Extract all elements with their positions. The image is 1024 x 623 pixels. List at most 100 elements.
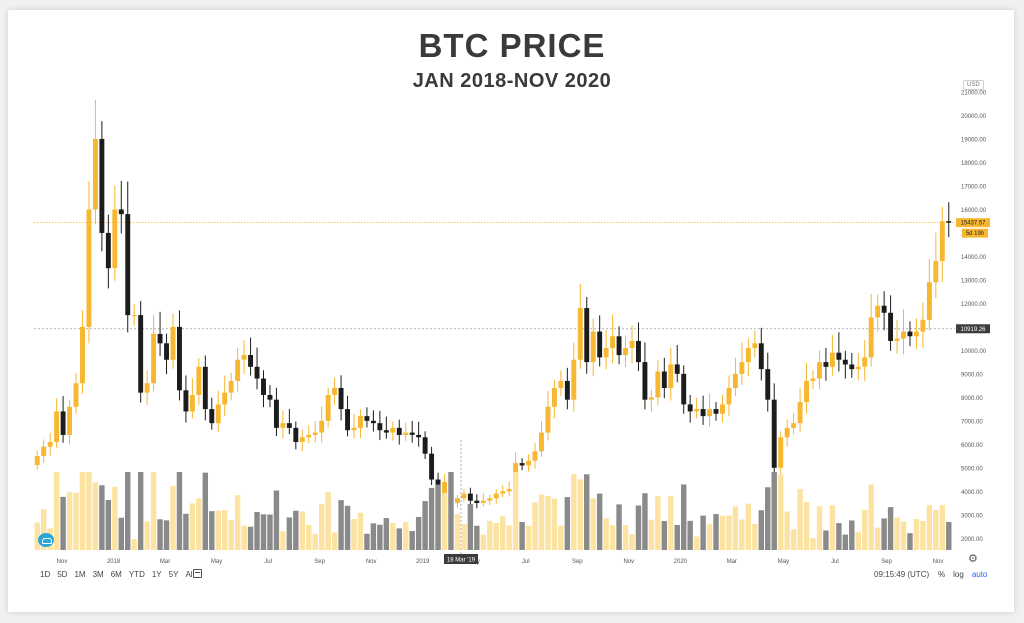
volume-bar [551,498,558,550]
candle-body [345,409,350,431]
candle-body [584,308,590,363]
volume-bar [584,474,590,550]
candle-body [939,221,945,262]
volume-bar [771,472,777,550]
candle-body [571,359,577,400]
volume-bar [933,509,939,550]
volume-bar [939,504,946,550]
range-1m-button[interactable]: 1M [74,570,86,579]
candle-body [306,434,312,438]
candle-body [784,427,790,438]
candle-body [829,352,835,367]
candle-body [745,348,751,363]
y-tick-label: 3000.00 [961,513,983,519]
volume-bar [765,487,771,550]
candle-body [623,348,628,356]
range-all-button[interactable]: All [185,570,195,579]
x-tick-label: Nov [623,559,634,565]
range-5y-button[interactable]: 5Y [168,570,179,579]
candle-body [648,397,654,400]
y-tick-label: 4000.00 [961,490,983,496]
candle-body [454,498,460,504]
candle-body [913,331,919,337]
candle-body [396,427,402,435]
volume-bar [693,536,700,550]
currency-badge[interactable]: USD [963,80,984,90]
calendar-icon[interactable] [193,569,202,578]
volume-bar [131,539,137,550]
candle-body [655,371,661,398]
volume-bar [538,494,545,550]
range-ytd-button[interactable]: YTD [128,570,145,579]
volume-bar [603,518,609,550]
volume-bar [726,515,732,550]
volume-bar [706,524,713,550]
y-tick-label: 16000.00 [961,208,987,214]
candle-body [758,343,764,370]
volume-bar [92,482,99,550]
volume-bar [435,484,441,550]
volume-bar [428,487,435,550]
volume-bar [157,519,163,550]
volume-bar [474,525,480,550]
candle-body [403,432,409,435]
candle-body [144,383,150,393]
volume-bar [299,511,306,550]
y-tick-label: 6000.00 [961,443,983,449]
candle-body [590,331,596,363]
candle-body [907,331,913,337]
volume-bar [293,510,299,550]
volume-bar [415,516,422,550]
volume-bar [493,522,499,550]
candle-body [888,312,894,341]
candle-body [551,387,557,407]
range-3m-button[interactable]: 3M [92,570,104,579]
log-scale-button[interactable]: log [953,570,964,579]
volume-bar [209,511,215,550]
volume-bar [823,530,829,550]
volume-bar [34,522,40,550]
candle-body [855,366,861,370]
volume-bar [196,498,202,550]
volume-bar [144,521,150,550]
volume-bar [234,495,241,550]
y-tick-label: 17000.00 [961,184,987,190]
auto-scale-button[interactable]: auto [971,570,988,579]
x-tick-label: Jul [264,559,272,565]
candle-body [823,362,829,367]
x-tick-label: Jul [831,559,839,565]
candle-body [248,355,254,367]
candle-body [480,500,486,504]
candle-body [177,326,182,391]
range-1d-button[interactable]: 1D [40,570,51,579]
candle-body [500,491,506,494]
tradingview-logo-icon[interactable] [38,533,54,547]
candle-body [254,366,260,379]
candle-body [771,399,777,468]
range-1y-button[interactable]: 1Y [151,570,162,579]
y-tick-label: 13000.00 [961,278,987,284]
volume-bar [803,502,810,550]
candle-body [222,392,228,405]
candle-body [875,305,881,318]
range-6m-button[interactable]: 6M [110,570,122,579]
candle-body [849,364,855,370]
volume-bar [525,525,532,550]
gear-icon[interactable]: ⚙ [968,553,978,565]
percent-scale-button[interactable]: % [938,570,946,579]
candle-body [241,355,247,360]
candle-body [235,359,241,381]
y-tick-label: 7000.00 [961,419,983,425]
volume-bar [99,485,105,550]
range-5d-button[interactable]: 5D [57,570,68,579]
candle-body [370,420,376,424]
countdown-label: 5d 19h [966,231,984,237]
volume-bar [784,511,790,550]
candle-body [616,336,622,356]
volume-bar [448,472,454,550]
volume-bar [849,520,855,550]
y-tick-label: 8000.00 [961,396,983,402]
volume-bar [79,472,86,550]
volume-bar [577,479,583,550]
